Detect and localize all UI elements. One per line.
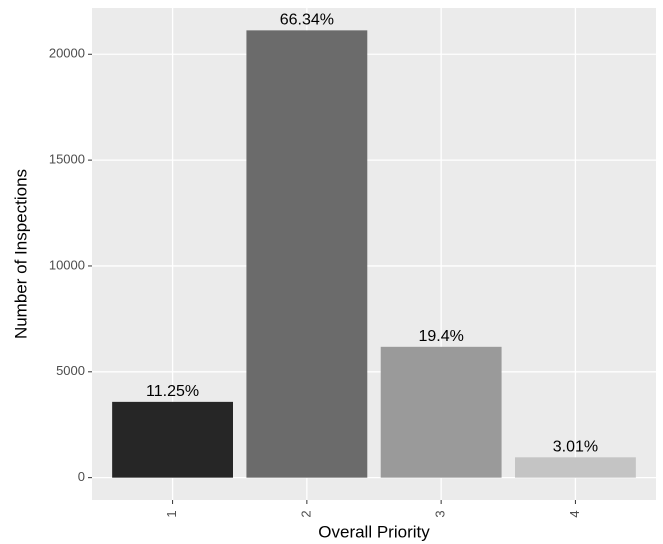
x-tick-label: 1	[164, 510, 179, 517]
y-tick-label: 0	[78, 469, 85, 484]
bar	[380, 346, 502, 478]
x-tick-label: 3	[433, 510, 448, 517]
bar-label: 3.01%	[553, 439, 598, 456]
y-tick-label: 20000	[49, 46, 85, 61]
y-axis-title: Number of Inspections	[11, 169, 30, 339]
bar	[112, 401, 233, 478]
bar	[246, 30, 368, 478]
x-tick-label: 4	[567, 510, 582, 517]
bar	[515, 457, 636, 478]
bar-label: 19.4%	[418, 328, 463, 345]
y-tick-label: 15000	[49, 152, 85, 167]
x-tick-label: 2	[298, 510, 313, 517]
bar-label: 11.25%	[146, 383, 199, 400]
x-axis-title: Overall Priority	[318, 522, 430, 541]
y-tick-label: 5000	[56, 363, 85, 378]
y-tick-label: 10000	[49, 257, 85, 272]
bar-label: 66.34%	[280, 12, 334, 29]
